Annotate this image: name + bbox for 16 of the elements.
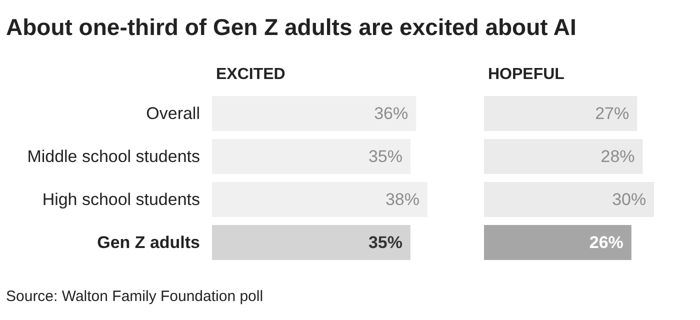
- data-label: 30%: [612, 190, 646, 209]
- chart-subtitle: HOPEFUL: [488, 66, 566, 85]
- chart-subtitle: EXCITED: [216, 66, 286, 85]
- data-label: 27%: [595, 104, 630, 123]
- data-label: 35%: [368, 233, 402, 252]
- chart-title: About one-third of Gen Z adults are excited about AI: [6, 14, 576, 41]
- data-label: 28%: [600, 147, 635, 166]
- data-label: 35%: [368, 147, 402, 166]
- y-tick-label: Middle school students: [27, 147, 200, 166]
- y-tick-label: High school students: [42, 190, 200, 209]
- y-tick-label: Gen Z adults: [97, 233, 200, 252]
- data-label: 26%: [589, 233, 624, 252]
- source-note: Source: Walton Family Foundation poll: [6, 288, 264, 305]
- data-label: 36%: [374, 104, 408, 123]
- data-label: 38%: [385, 190, 420, 209]
- y-tick-label: Overall: [146, 104, 200, 123]
